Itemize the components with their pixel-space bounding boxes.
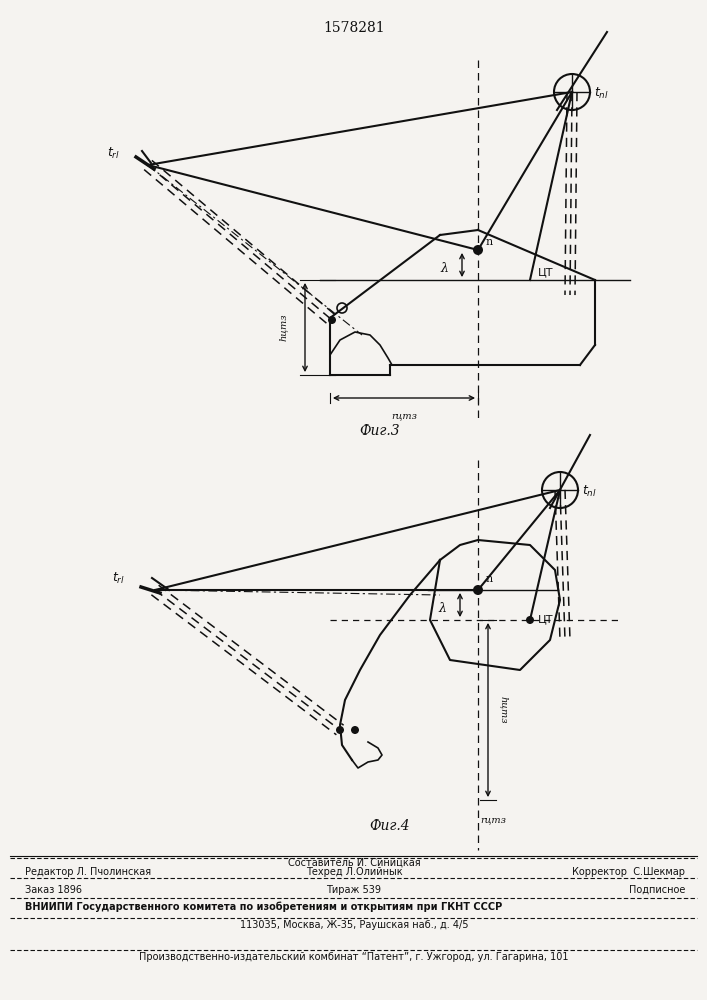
Text: Техред Л.Олийнык: Техред Л.Олийнык	[305, 867, 402, 877]
Text: n: n	[486, 237, 493, 247]
Text: Производственно-издательский комбинат “Патент”, г. Ужгород, ул. Гагарина, 101: Производственно-издательский комбинат “П…	[139, 952, 568, 962]
Text: rцтз: rцтз	[480, 816, 506, 824]
Text: $t_{rl}$: $t_{rl}$	[107, 146, 120, 161]
Text: hцтз: hцтз	[500, 696, 508, 724]
Text: Редактор Л. Пчолинская: Редактор Л. Пчолинская	[25, 867, 151, 877]
Text: Фиг.3: Фиг.3	[360, 424, 400, 438]
Text: λ: λ	[438, 601, 446, 614]
Circle shape	[473, 245, 483, 255]
Text: $t_{nl}$: $t_{nl}$	[594, 86, 609, 101]
Circle shape	[336, 726, 344, 734]
Text: Корректор  С.Шекмар: Корректор С.Шекмар	[572, 867, 685, 877]
Text: 1578281: 1578281	[323, 21, 385, 35]
Text: $t_{nl}$: $t_{nl}$	[582, 484, 597, 499]
Text: Составитель И. Синицкая: Составитель И. Синицкая	[288, 858, 421, 868]
Text: λ: λ	[440, 261, 448, 274]
Circle shape	[328, 316, 336, 324]
Text: ЦТ: ЦТ	[538, 267, 554, 277]
Circle shape	[473, 585, 483, 595]
Circle shape	[351, 726, 359, 734]
Text: Заказ 1896: Заказ 1896	[25, 885, 82, 895]
Text: Тираж 539: Тираж 539	[327, 885, 382, 895]
Text: ВНИИПИ Государственного комитета по изобретениям и открытиям при ГКНТ СССР: ВНИИПИ Государственного комитета по изоб…	[25, 902, 502, 912]
Text: hцтз: hцтз	[279, 313, 288, 341]
Text: $t_{rl}$: $t_{rl}$	[112, 571, 125, 586]
Text: rцтз: rцтз	[391, 412, 417, 420]
Text: n: n	[486, 574, 493, 584]
Text: Подписное: Подписное	[629, 885, 685, 895]
Circle shape	[526, 616, 534, 624]
Text: 113035, Москва, Ж-35, Раушская наб., д. 4/5: 113035, Москва, Ж-35, Раушская наб., д. …	[240, 920, 468, 930]
Text: ЦТ: ЦТ	[538, 614, 554, 624]
Text: Фиг.4: Фиг.4	[370, 819, 410, 833]
